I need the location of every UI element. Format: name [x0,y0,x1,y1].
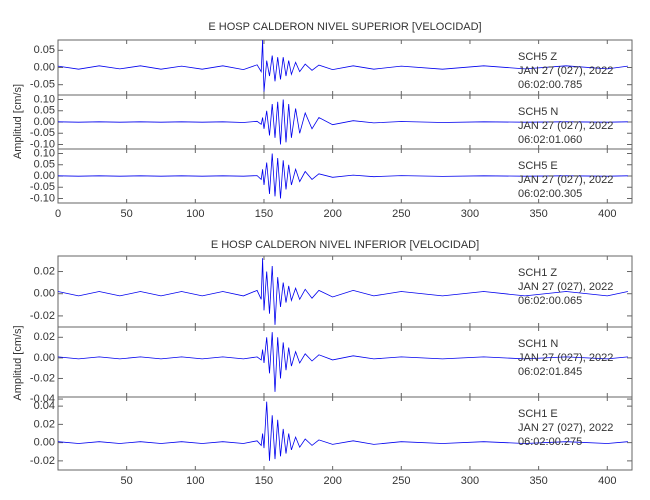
y-tick-label: 0.10 [34,93,55,105]
x-tick-label: 350 [529,208,547,220]
y-tick-label: 0.04 [34,400,55,412]
x-tick-label: 50 [121,475,133,487]
station-label: SCH5 Z [518,51,557,63]
station-label: SCH1 Z [518,267,557,279]
y-tick-label: 0.00 [34,61,55,73]
y-tick-label: -0.02 [30,455,55,467]
y-tick-label: 0.00 [34,288,55,300]
x-tick-label: 300 [461,475,479,487]
y-axis-label: Amplitud [cm/s] [12,325,24,400]
time-label: 06:02:00.785 [518,79,582,91]
waveform [57,153,628,199]
y-tick-label: 0.00 [34,116,55,128]
date-label: JAN 27 (027), 2022 [518,422,613,434]
x-tick-label: 250 [392,208,410,220]
y-tick-label: 0.00 [34,437,55,449]
y-tick-label: 0.00 [34,170,55,182]
waveform [57,99,628,145]
waveform [57,401,628,461]
x-tick-label: 100 [186,475,204,487]
y-tick-label: 0.00 [34,352,55,364]
date-label: JAN 27 (027), 2022 [518,120,613,132]
y-tick-label: -0.10 [30,138,55,150]
time-label: 06:02:01.060 [518,134,582,146]
time-label: 06:02:00.305 [518,188,582,200]
chart-title: E HOSP CALDERON NIVEL SUPERIOR [VELOCIDA… [208,21,481,33]
x-tick-label: 400 [598,208,616,220]
time-label: 06:02:01.845 [518,366,582,378]
panel-frame [57,396,633,471]
station-label: SCH5 N [518,106,558,118]
y-tick-label: -0.05 [30,127,55,139]
x-tick-label: 250 [392,475,410,487]
y-tick-label: 0.02 [34,418,55,430]
x-tick-label: 400 [598,475,616,487]
y-tick-label: -0.02 [30,310,55,322]
y-axis-label: Amplitud [cm/s] [12,84,24,159]
x-tick-label: 100 [186,208,204,220]
time-label: 06:02:00.275 [518,436,582,448]
station-label: SCH1 E [518,408,558,420]
y-tick-label: -0.02 [30,372,55,384]
date-label: JAN 27 (027), 2022 [518,174,613,186]
x-tick-label: 300 [461,208,479,220]
y-tick-label: -0.05 [30,79,55,91]
station-label: SCH1 N [518,338,558,350]
date-label: JAN 27 (027), 2022 [518,65,613,77]
x-tick-label: 200 [323,208,341,220]
x-tick-label: 50 [121,208,133,220]
waveform [57,39,628,92]
x-tick-label: 0 [55,208,61,220]
y-tick-label: 0.02 [34,265,55,277]
y-tick-label: 0.05 [34,159,55,171]
x-tick-label: 350 [529,475,547,487]
chart-title: E HOSP CALDERON NIVEL INFERIOR [VELOCIDA… [211,239,479,251]
y-tick-label: 0.05 [34,105,55,117]
y-tick-label: 0.05 [34,44,55,56]
x-tick-label: 150 [255,475,273,487]
y-tick-label: 0.02 [34,331,55,343]
waveform [57,258,628,325]
station-label: SCH5 E [518,160,558,172]
x-tick-label: 150 [255,208,273,220]
x-tick-label: 200 [323,475,341,487]
y-tick-label: -0.05 [30,181,55,193]
date-label: JAN 27 (027), 2022 [518,352,613,364]
date-label: JAN 27 (027), 2022 [518,281,613,293]
y-tick-label: 0.10 [34,147,55,159]
y-tick-label: -0.10 [30,192,55,204]
y-tick-label: -0.04 [30,393,55,405]
waveform [57,332,628,392]
time-label: 06:02:00.065 [518,295,582,307]
